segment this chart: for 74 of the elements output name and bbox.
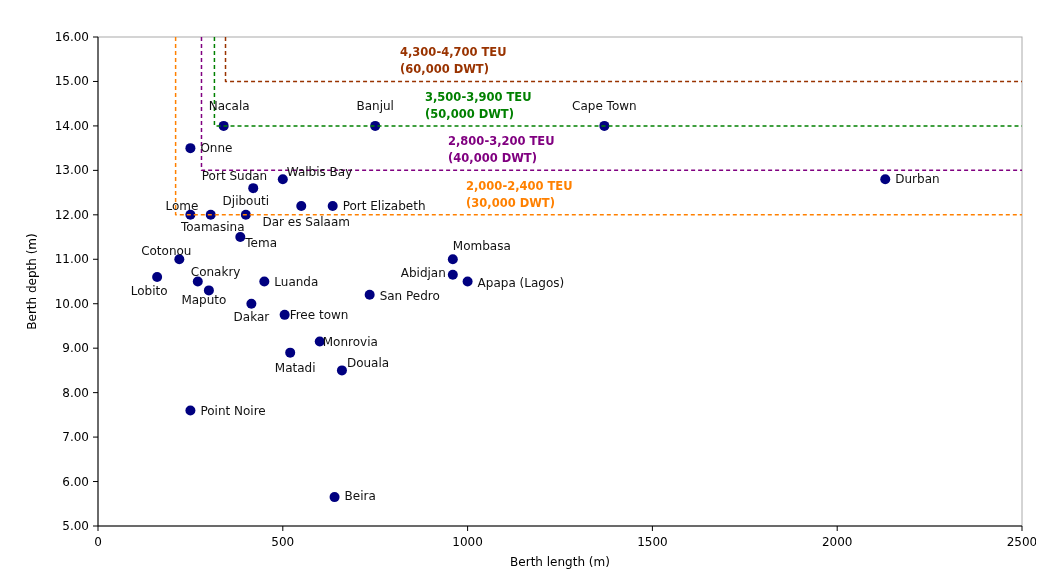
y-tick-label: 11.00 bbox=[54, 252, 89, 267]
annotation: Apapa (Lagos) bbox=[477, 275, 565, 290]
y-tick-label: 7.00 bbox=[62, 430, 89, 445]
point bbox=[285, 347, 296, 358]
annotation: Point Noire bbox=[200, 404, 266, 419]
x-tick-label: 1000 bbox=[452, 535, 483, 549]
series-label: 2,000-2,400 TEU (30,000 DWT) bbox=[466, 178, 573, 210]
annotation: Port Elizabeth bbox=[342, 198, 426, 213]
annotation: Lobito bbox=[130, 284, 168, 299]
point bbox=[336, 365, 347, 376]
y-tick-label: 12.00 bbox=[54, 207, 89, 222]
annotation: Dakar bbox=[233, 309, 270, 324]
annotation: Abidjan bbox=[400, 265, 446, 280]
y-tick-label: 9.00 bbox=[62, 341, 89, 356]
x-tick-label: 1500 bbox=[637, 535, 668, 549]
x-tick-label: 0 bbox=[94, 535, 102, 549]
annotation: Djibouti bbox=[222, 193, 270, 208]
point bbox=[248, 183, 259, 194]
point bbox=[203, 285, 214, 296]
annotation: Monrovia bbox=[322, 334, 378, 349]
annotation: Conakry bbox=[190, 264, 241, 279]
series-label: 4,300-4,700 TEU (60,000 DWT) bbox=[400, 45, 507, 77]
point bbox=[329, 492, 340, 503]
annotation: Banjul bbox=[356, 98, 394, 113]
annotation: Cape Town bbox=[572, 98, 637, 113]
y-tick-label: 6.00 bbox=[62, 474, 89, 489]
point bbox=[185, 143, 196, 154]
point bbox=[447, 269, 458, 280]
point bbox=[277, 174, 288, 185]
annotation: Tema bbox=[244, 236, 278, 251]
y-tick-label: 16.00 bbox=[54, 30, 89, 44]
point bbox=[174, 254, 185, 265]
annotation: Port Sudan bbox=[201, 169, 268, 184]
annotation: Lome bbox=[165, 198, 199, 213]
annotation: Dar es Salaam bbox=[262, 214, 351, 229]
point bbox=[364, 289, 375, 300]
annotation: Durban bbox=[895, 172, 940, 187]
point bbox=[152, 272, 163, 283]
series-label: 3,500-3,900 TEU (50,000 DWT) bbox=[425, 89, 532, 121]
annotation: Toamasina bbox=[179, 219, 245, 234]
annotation: Luanda bbox=[274, 274, 319, 289]
point bbox=[447, 254, 458, 265]
y-tick-label: 5.00 bbox=[62, 519, 89, 533]
point bbox=[235, 232, 246, 243]
series-label: 2,800-3,200 TEU (40,000 DWT) bbox=[448, 134, 555, 166]
x-tick-label: 2500 bbox=[1006, 535, 1038, 549]
annotation: Cotonou bbox=[141, 244, 192, 259]
annotation: Douala bbox=[346, 356, 390, 371]
point bbox=[185, 405, 196, 416]
annotation: Nacala bbox=[208, 98, 250, 113]
y-tick-label: 10.00 bbox=[54, 296, 89, 311]
annotation: San Pedro bbox=[379, 288, 440, 303]
point bbox=[327, 200, 338, 211]
annotation: Mombasa bbox=[452, 239, 511, 254]
x-tick-label: 500 bbox=[271, 535, 295, 549]
x-axis-title: Berth length (m) bbox=[510, 555, 610, 569]
annotation: Onne bbox=[200, 141, 233, 156]
point bbox=[462, 276, 473, 287]
point bbox=[259, 276, 270, 287]
annotation: Free town bbox=[289, 307, 349, 322]
annotation: Beira bbox=[344, 489, 376, 504]
point bbox=[279, 309, 290, 320]
y-tick-label: 8.00 bbox=[62, 385, 89, 400]
y-tick-label: 14.00 bbox=[54, 118, 89, 133]
annotation: Maputo bbox=[181, 293, 227, 308]
x-tick-label: 2000 bbox=[821, 535, 853, 549]
annotation: Walbis Bay bbox=[286, 165, 353, 180]
point bbox=[296, 200, 307, 211]
y-tick-label: 15.00 bbox=[54, 74, 89, 89]
point bbox=[246, 298, 257, 309]
y-axis-title: Berth depth (m) bbox=[25, 233, 39, 330]
annotation: Matadi bbox=[274, 360, 316, 375]
y-tick-label: 13.00 bbox=[54, 163, 89, 178]
point bbox=[880, 174, 891, 185]
